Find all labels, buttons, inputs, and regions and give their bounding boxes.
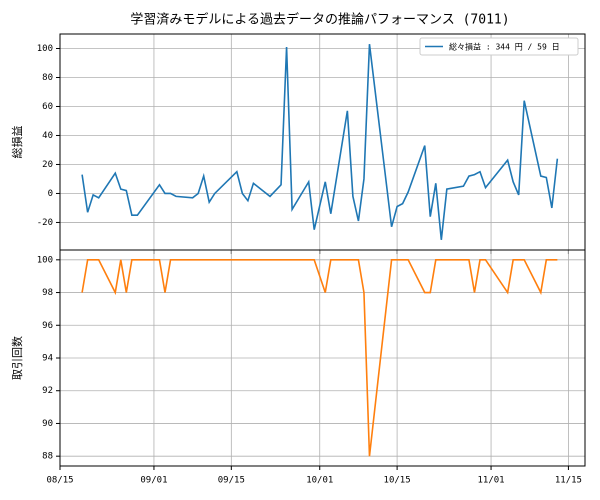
legend-label: 総々損益 : 344 円 / 59 日 xyxy=(449,42,560,52)
x-tick-label: 09/15 xyxy=(218,476,245,486)
x-tick-label: 10/15 xyxy=(384,476,411,486)
y-tick-label: -20 xyxy=(37,218,53,228)
plot-frame xyxy=(59,33,586,251)
y-tick-label: 90 xyxy=(42,419,53,429)
y-tick-label: 94 xyxy=(42,354,53,364)
line-series xyxy=(81,44,559,240)
y-tick-label: 80 xyxy=(42,73,53,83)
x-tick-label: 08/15 xyxy=(46,476,73,486)
y-tick-label: 60 xyxy=(42,102,53,112)
x-tick-label: 11/15 xyxy=(555,476,582,486)
y-tick-label: 100 xyxy=(37,44,53,54)
x-tick-label: 10/01 xyxy=(306,476,333,486)
line-series xyxy=(81,259,558,457)
y-tick-label: 0 xyxy=(48,189,53,199)
y-tick-label: 40 xyxy=(42,131,53,141)
y-axis-label: 総損益 xyxy=(10,126,24,159)
y-tick-label: 98 xyxy=(42,288,53,298)
y-tick-label: 20 xyxy=(42,160,53,170)
x-tick-label: 11/01 xyxy=(478,476,505,486)
plot-frame xyxy=(59,249,586,467)
y-tick-label: 92 xyxy=(42,386,53,396)
legend-box xyxy=(419,37,579,56)
y-tick-label: 96 xyxy=(42,321,53,331)
x-tick-label: 09/01 xyxy=(140,476,167,486)
chart-title: 学習済みモデルによる過去データの推論パフォーマンス (7011) xyxy=(130,12,509,28)
y-tick-label: 88 xyxy=(42,452,53,462)
y-tick-label: 100 xyxy=(37,255,53,265)
y-axis-label: 取引回数 xyxy=(10,336,24,380)
